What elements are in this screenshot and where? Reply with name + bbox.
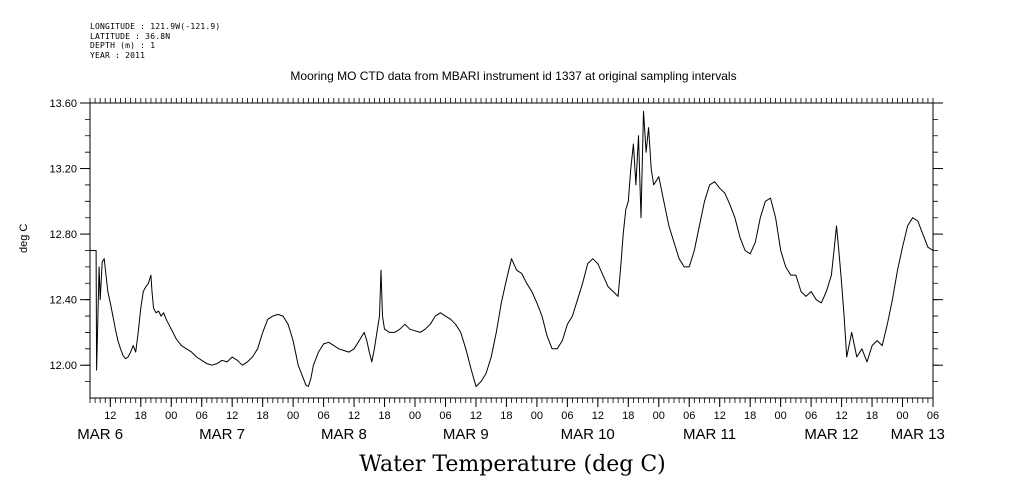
x-tick-label: 12 [835, 410, 847, 422]
x-axis-title: Water Temperature (deg C) [359, 452, 666, 477]
x-tick-label: 18 [866, 410, 878, 422]
y-minor-ticks [85, 102, 938, 383]
x-tick-label: 06 [683, 410, 695, 422]
x-tick-label: 00 [165, 410, 177, 422]
longitude-label: LONGITUDE : 121.9W(-121.9) [90, 22, 221, 31]
x-tick-label: 06 [927, 410, 939, 422]
x-date-label: MAR 13 [891, 426, 945, 443]
depth-label: DEPTH (m) : 1 [90, 41, 156, 50]
year-label: YEAR : 2011 [90, 50, 146, 60]
x-tick-label: 12 [104, 410, 116, 422]
x-tick-label: 12 [470, 410, 482, 422]
x-tick-label: 12 [714, 410, 726, 422]
x-tick-label: 06 [439, 410, 451, 422]
y-tick-label: 12.00 [49, 360, 77, 372]
plot-frame [89, 102, 934, 399]
x-tick-label: 00 [287, 410, 299, 422]
chart-title: Mooring MO CTD data from MBARI instrumen… [290, 69, 737, 83]
x-tick-label: 06 [805, 410, 817, 422]
x-tick-label: 18 [622, 410, 634, 422]
y-tick-label: 13.20 [49, 164, 77, 176]
x-tick-label: 18 [135, 410, 147, 422]
x-tick-label: 12 [226, 410, 238, 422]
x-tick-label: 00 [531, 410, 543, 422]
y-tick-label: 12.80 [49, 229, 77, 241]
x-date-label: MAR 11 [683, 426, 736, 443]
x-tick-label: 00 [775, 410, 787, 422]
x-tick-label: 18 [257, 410, 269, 422]
temperature-line [90, 110, 934, 387]
x-date-label: MAR 12 [804, 426, 858, 443]
x-tick-label: 18 [378, 410, 390, 422]
x-tick-label: 00 [896, 410, 908, 422]
metadata-block: LONGITUDE : 121.9W(-121.9) LATITUDE : 36… [90, 22, 220, 60]
x-tick-label: 18 [744, 410, 756, 422]
x-tick-label: 06 [317, 410, 329, 422]
x-tick-label: 12 [348, 410, 360, 422]
y-tick-label: 12.40 [49, 295, 77, 307]
x-date-label: MAR 8 [321, 426, 367, 443]
latitude-label: LATITUDE : 36.8N [90, 31, 171, 41]
x-date-label: MAR 10 [561, 426, 615, 443]
x-date-label: MAR 7 [199, 426, 245, 443]
x-tick-label: 00 [653, 410, 665, 422]
x-tick-label: 00 [409, 410, 421, 422]
x-date-label: MAR 6 [77, 426, 123, 443]
x-date-label: MAR 9 [443, 426, 489, 443]
x-tick-label: 06 [561, 410, 573, 422]
x-tick-label: 18 [500, 410, 512, 422]
x-tick-label: 06 [196, 410, 208, 422]
x-minor-ticks [89, 98, 934, 403]
x-tick-label: 12 [592, 410, 604, 422]
y-tick-label: 13.60 [49, 98, 77, 110]
